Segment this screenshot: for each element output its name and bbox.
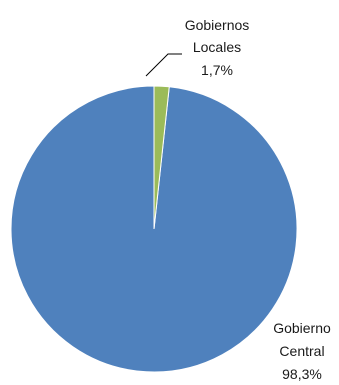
leader-line-gobiernos-locales <box>145 53 182 77</box>
slice-label-gobierno-central-line1: Gobierno <box>273 320 331 336</box>
slice-label-gobierno-central-line2: Central <box>279 343 324 359</box>
slice-label-gobiernos-locales-line2: Locales <box>193 39 241 55</box>
pie-slice-gobiernos-locales <box>153 85 170 230</box>
slice-label-gobiernos-locales-line1: Gobiernos <box>185 17 250 33</box>
pie-slices <box>10 85 298 373</box>
slice-percent-gobiernos-locales: 1,7% <box>201 62 233 78</box>
slice-percent-gobierno-central: 98,3% <box>282 366 322 382</box>
